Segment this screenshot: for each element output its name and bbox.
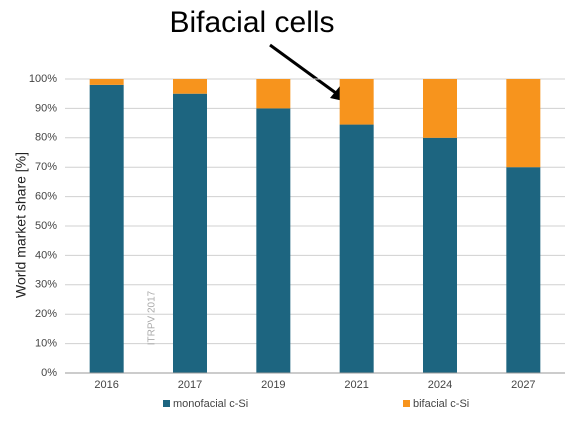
bar-segment — [506, 167, 541, 373]
bar-segment — [506, 79, 541, 168]
y-tick-label: 80% — [35, 132, 57, 144]
y-tick-label: 0% — [41, 367, 57, 379]
x-tick-label: 2024 — [428, 379, 452, 391]
bar-segment — [256, 108, 291, 374]
y-tick-label: 60% — [35, 191, 57, 203]
legend-swatch — [403, 400, 410, 407]
annotation-arrow — [269, 43, 341, 98]
watermark: ITRPV 2017 — [147, 290, 158, 345]
x-tick-label: 2021 — [344, 379, 368, 391]
y-tick-label: 20% — [35, 308, 57, 320]
bar-segment — [339, 79, 374, 125]
bar-segment — [256, 79, 291, 109]
y-tick-label: 10% — [35, 338, 57, 350]
bar-segment — [423, 79, 457, 138]
y-tick-label: 40% — [35, 249, 57, 261]
y-tick-label: 100% — [29, 73, 57, 85]
legend-label: bifacial c-Si — [413, 398, 469, 410]
bar-segment — [339, 124, 374, 373]
bar-segment — [173, 79, 207, 94]
bar-segment — [89, 79, 124, 85]
x-tick-label: 2019 — [261, 379, 285, 391]
legend-swatch — [163, 400, 170, 407]
y-tick-label: 30% — [35, 279, 57, 291]
x-tick-label: 2027 — [511, 379, 535, 391]
y-axis-label: World market share [%] — [13, 152, 29, 298]
bar-segment — [423, 137, 457, 373]
x-tick-label: 2016 — [94, 379, 118, 391]
y-tick-label: 90% — [35, 102, 57, 114]
bar-segment — [173, 93, 207, 373]
legend-label: monofacial c-Si — [173, 398, 248, 410]
x-tick-label: 2017 — [178, 379, 202, 391]
annotation: Bifacial cells — [169, 6, 334, 39]
bar-segment — [89, 84, 124, 373]
y-tick-label: 70% — [35, 161, 57, 173]
y-tick-label: 50% — [35, 220, 57, 232]
